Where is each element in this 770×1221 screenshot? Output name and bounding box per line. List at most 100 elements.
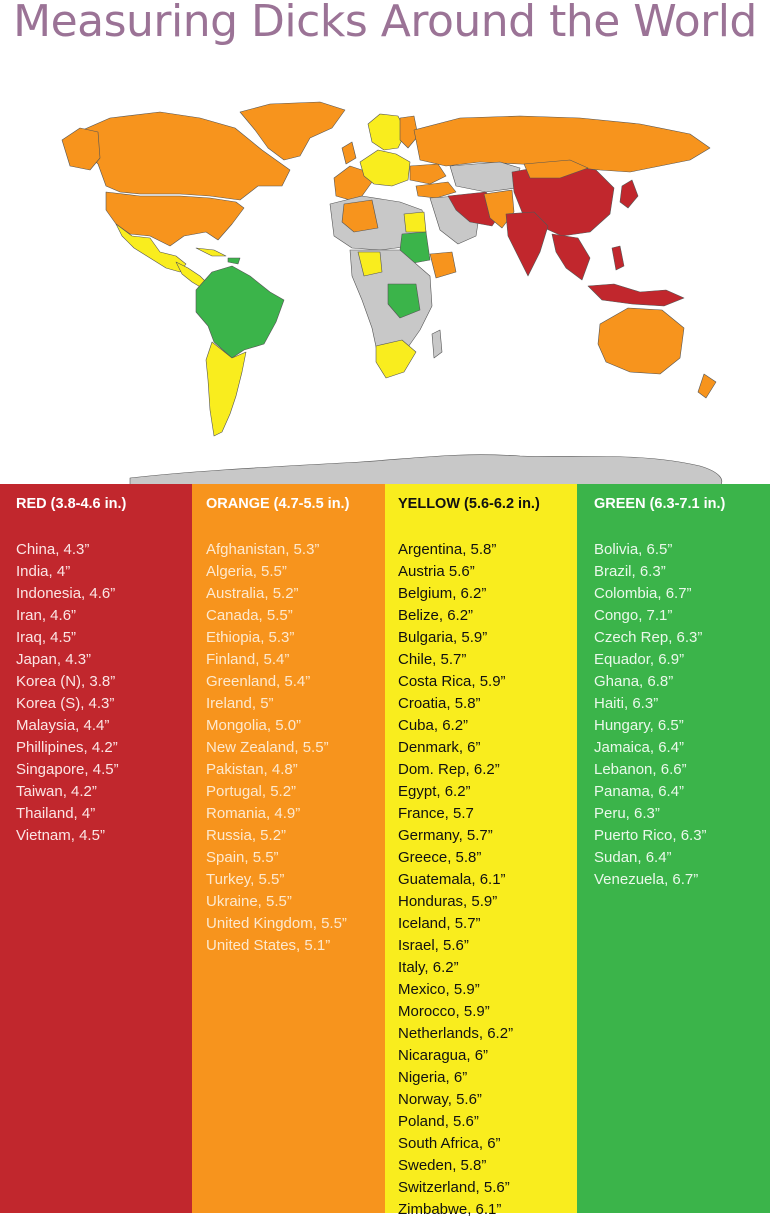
country-entry: Hungary, 6.5”	[594, 717, 684, 734]
algeria-shape	[341, 199, 379, 233]
turkey-shape	[415, 181, 457, 199]
country-entry: Denmark, 6”	[398, 739, 481, 756]
country-entry: Pakistan, 4.8”	[206, 761, 298, 778]
country-entry: Jamaica, 6.4”	[594, 739, 685, 756]
country-entry: Argentina, 5.8”	[398, 541, 497, 558]
japan-shape	[619, 179, 639, 209]
country-entry: Cuba, 6.2”	[398, 717, 469, 734]
philippines-shape	[611, 245, 625, 271]
country-entry: Congo, 7.1”	[594, 607, 673, 624]
red-column-header: RED (3.8-4.6 in.)	[16, 496, 127, 512]
country-entry: Panama, 6.4”	[594, 783, 685, 800]
india-shape	[505, 211, 549, 277]
europe-west-shape	[333, 165, 373, 201]
country-entry: Iraq, 4.5”	[16, 629, 77, 646]
finland-shape	[399, 115, 419, 149]
page-title: Measuring Dicks Around the World	[13, 0, 757, 47]
country-entry: Norway, 5.6”	[398, 1091, 482, 1108]
country-entry: Puerto Rico, 6.3”	[594, 827, 707, 844]
country-entry: Greece, 5.8”	[398, 849, 482, 866]
country-entry: Iceland, 5.7”	[398, 915, 481, 932]
country-entry: Ukraine, 5.5”	[206, 893, 292, 910]
russia-shape	[413, 115, 711, 173]
country-entry: Honduras, 5.9”	[398, 893, 498, 910]
country-entry: Germany, 5.7”	[398, 827, 493, 844]
country-entry: Haiti, 6.3”	[594, 695, 659, 712]
madagascar-shape	[431, 329, 443, 359]
country-entry: Austria 5.6”	[398, 563, 475, 580]
nigeria-shape	[357, 251, 383, 277]
cuba-shape	[195, 247, 227, 257]
alaska-shape	[61, 127, 101, 171]
country-entry: Zimbabwe, 6.1”	[398, 1201, 502, 1218]
country-entry: Venezuela, 6.7”	[594, 871, 699, 888]
australia-shape	[597, 307, 685, 375]
country-entry: Mexico, 5.9”	[398, 981, 480, 998]
country-entry: Finland, 5.4”	[206, 651, 290, 668]
country-entry: Portugal, 5.2”	[206, 783, 297, 800]
country-entry: South Africa, 6”	[398, 1135, 501, 1152]
country-entry: Indonesia, 4.6”	[16, 585, 116, 602]
egypt-shape	[403, 211, 427, 233]
country-entry: Vietnam, 4.5”	[16, 827, 105, 844]
new-zealand-shape	[697, 373, 717, 399]
country-entry: Spain, 5.5”	[206, 849, 279, 866]
country-entry: Malaysia, 4.4”	[16, 717, 110, 734]
country-entry: Iran, 4.6”	[16, 607, 77, 624]
country-entry: Netherlands, 6.2”	[398, 1025, 514, 1042]
country-entry: United States, 5.1”	[206, 937, 331, 954]
country-entry: Peru, 6.3”	[594, 805, 660, 822]
yellow-country-list: Argentina, 5.8” Austria 5.6” Belgium, 6.2”…	[398, 539, 577, 1221]
country-entry: Sweden, 5.8”	[398, 1157, 487, 1174]
orange-column: ORANGE (4.7-5.5 in.) Afghanistan, 5.3” Al…	[192, 484, 385, 1213]
country-entry: Israel, 5.6”	[398, 937, 469, 954]
country-entry: United Kingdom, 5.5”	[206, 915, 347, 932]
legend-columns: RED (3.8-4.6 in.) China, 4.3” India, 4” In…	[0, 484, 770, 1218]
country-entry: Thailand, 4”	[16, 805, 96, 822]
hispaniola-shape	[227, 257, 241, 265]
mongolia-shape	[523, 159, 589, 179]
country-entry: Morocco, 5.9”	[398, 1003, 490, 1020]
country-entry: Guatemala, 6.1”	[398, 871, 506, 888]
country-entry: Canada, 5.5”	[206, 607, 293, 624]
country-entry: Bulgaria, 5.9”	[398, 629, 488, 646]
country-entry: Poland, 5.6”	[398, 1113, 479, 1130]
country-entry: Ethiopia, 5.3”	[206, 629, 295, 646]
uk-shape	[341, 141, 357, 165]
south-america-green-shape	[195, 265, 285, 359]
red-column: RED (3.8-4.6 in.) China, 4.3” India, 4” In…	[0, 484, 192, 1213]
southeast-asia-shape	[551, 233, 591, 281]
country-entry: Taiwan, 4.2”	[16, 783, 97, 800]
country-entry: Algeria, 5.5”	[206, 563, 287, 580]
europe-central-shape	[359, 149, 411, 187]
country-entry: Brazil, 6.3”	[594, 563, 666, 580]
country-entry: Italy, 6.2”	[398, 959, 459, 976]
country-entry: Lebanon, 6.6”	[594, 761, 687, 778]
red-country-list: China, 4.3” India, 4” Indonesia, 4.6” Iran,…	[16, 539, 192, 847]
country-entry: Equador, 6.9”	[594, 651, 685, 668]
country-entry: Colombia, 6.7”	[594, 585, 692, 602]
green-column: GREEN (6.3-7.1 in.) Bolivia, 6.5” Brazil,…	[577, 484, 770, 1213]
country-entry: China, 4.3”	[16, 541, 90, 558]
country-entry: Turkey, 5.5”	[206, 871, 285, 888]
country-entry: Romania, 4.9”	[206, 805, 301, 822]
country-entry: Ghana, 6.8”	[594, 673, 674, 690]
country-entry: Dom. Rep, 6.2”	[398, 761, 500, 778]
country-entry: Switzerland, 5.6”	[398, 1179, 510, 1196]
country-entry: Belgium, 6.2”	[398, 585, 487, 602]
country-entry: France, 5.7	[398, 805, 474, 822]
country-entry: New Zealand, 5.5”	[206, 739, 329, 756]
greenland-shape	[239, 101, 346, 161]
green-column-header: GREEN (6.3-7.1 in.)	[594, 496, 726, 512]
country-entry: Australia, 5.2”	[206, 585, 299, 602]
ethiopia-shape	[429, 251, 457, 279]
country-entry: India, 4”	[16, 563, 71, 580]
country-entry: Egypt, 6.2”	[398, 783, 471, 800]
sudan-shape	[399, 231, 431, 265]
country-entry: Singapore, 4.5”	[16, 761, 119, 778]
country-entry: Greenland, 5.4”	[206, 673, 311, 690]
country-entry: Mongolia, 5.0”	[206, 717, 302, 734]
country-entry: Costa Rica, 5.9”	[398, 673, 506, 690]
antarctica-shape	[129, 454, 723, 486]
country-entry: Croatia, 5.8”	[398, 695, 481, 712]
